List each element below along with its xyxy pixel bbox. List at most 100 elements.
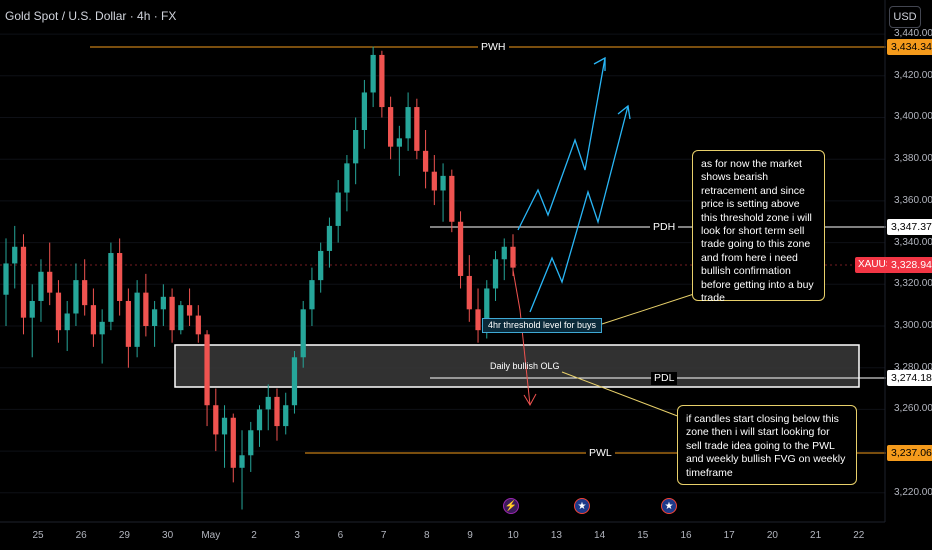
candle-body — [169, 296, 175, 331]
us-flag-icon[interactable]: ★ — [574, 498, 590, 514]
candle — [151, 300, 158, 347]
candle — [239, 430, 245, 510]
candle-body — [326, 225, 333, 251]
candle-body — [125, 300, 132, 347]
bullish-projection-arrowhead-2 — [617, 104, 631, 120]
analysis-note-2[interactable]: if candles start closing below this zone… — [677, 405, 857, 485]
candle-body — [510, 246, 516, 268]
candle-body — [12, 246, 18, 264]
candle-body — [151, 309, 158, 326]
candle-body — [457, 221, 464, 276]
threshold-zone-label: 4hr threshold level for buys — [482, 318, 602, 333]
chart-title[interactable]: Gold Spot / U.S. Dollar · 4h · FX — [5, 9, 177, 23]
candle — [160, 284, 166, 326]
candle — [3, 238, 9, 326]
candle-body — [82, 280, 88, 306]
bearish-projection-arrow — [512, 269, 531, 406]
candle — [405, 92, 411, 151]
candle — [125, 288, 132, 368]
candle — [82, 259, 88, 316]
candle-body — [361, 92, 368, 130]
candle — [29, 284, 35, 358]
candle — [55, 280, 62, 343]
candle-body — [370, 54, 376, 93]
candle-body — [20, 246, 27, 318]
currency-button[interactable]: USD — [889, 6, 921, 28]
candle — [248, 421, 254, 472]
candle — [108, 242, 114, 331]
candle-body — [195, 315, 201, 335]
time-tick-label: May — [201, 530, 221, 541]
candle-body — [414, 107, 420, 151]
candle — [20, 234, 27, 335]
price-tick-label: 3,300.00 — [894, 320, 932, 331]
time-tick-label: 21 — [810, 530, 822, 541]
time-tick-label: 20 — [766, 530, 778, 541]
price-tick-label: 3,420.00 — [894, 69, 932, 81]
candle — [396, 125, 402, 176]
candle — [475, 288, 481, 343]
pwl-label: PWL — [586, 447, 615, 460]
candle — [344, 155, 350, 212]
current-price-badge: 3,328.94 — [887, 257, 932, 273]
callout-1-pointer — [601, 291, 701, 325]
candle-body — [422, 150, 429, 172]
candle-body — [108, 253, 114, 322]
us-flag-icon[interactable]: ★ — [661, 498, 677, 514]
candle — [361, 79, 368, 149]
candle — [431, 155, 437, 206]
pwh-price-badge: 3,434.34 — [887, 39, 932, 55]
pwh-label: PWH — [478, 41, 509, 54]
callout-2-pointer — [561, 371, 689, 421]
candle — [466, 255, 472, 322]
price-tick-label: 3,400.00 — [894, 111, 932, 123]
price-tick-label: 3,320.00 — [894, 278, 932, 290]
candle — [99, 309, 105, 364]
candle — [134, 280, 140, 358]
candle-body — [274, 396, 280, 427]
candle-body — [47, 271, 53, 293]
candle — [274, 388, 280, 441]
daily-bullish-olg-zone — [174, 344, 860, 388]
candle-body — [178, 305, 184, 331]
candle-body — [38, 271, 44, 301]
time-tick-label: 26 — [75, 530, 87, 541]
time-tick-label: 30 — [162, 530, 174, 541]
time-tick-label: 2 — [251, 530, 257, 541]
candle — [309, 267, 315, 326]
bullish-projection-path-2 — [529, 105, 629, 313]
candle-body — [353, 130, 359, 164]
candle — [265, 384, 271, 431]
time-tick-label: 13 — [550, 530, 562, 541]
candle-body — [449, 175, 455, 222]
candle — [169, 288, 175, 343]
analysis-note-1[interactable]: as for now the market shows bearish retr… — [692, 150, 825, 304]
pdh-label: PDH — [650, 221, 679, 234]
price-tick-label: 3,260.00 — [894, 403, 932, 415]
candle — [38, 259, 44, 322]
candle — [204, 330, 210, 427]
candle — [178, 300, 184, 335]
time-tick-label: 29 — [118, 530, 130, 541]
candle — [213, 388, 219, 452]
candle-body — [29, 300, 35, 318]
candle — [300, 300, 306, 368]
candle-body — [230, 417, 236, 468]
time-tick-label: 15 — [637, 530, 649, 541]
candle — [186, 288, 193, 326]
candle-body — [440, 175, 446, 191]
time-tick-label: 25 — [32, 530, 44, 541]
daily-olg-label: Daily bullish OLG — [490, 361, 560, 371]
candle-body — [239, 455, 245, 468]
bullish-projection-arrowhead-1 — [593, 56, 606, 71]
candle — [117, 238, 123, 316]
candle — [440, 163, 446, 222]
lightning-icon[interactable]: ⚡ — [503, 498, 519, 514]
pdh-price-badge: 3,347.37 — [887, 219, 932, 235]
candle — [387, 96, 394, 160]
candle-body — [283, 405, 289, 427]
bullish-projection-path-1 — [517, 57, 606, 231]
candle-body — [221, 417, 228, 435]
candle-body — [501, 246, 507, 260]
